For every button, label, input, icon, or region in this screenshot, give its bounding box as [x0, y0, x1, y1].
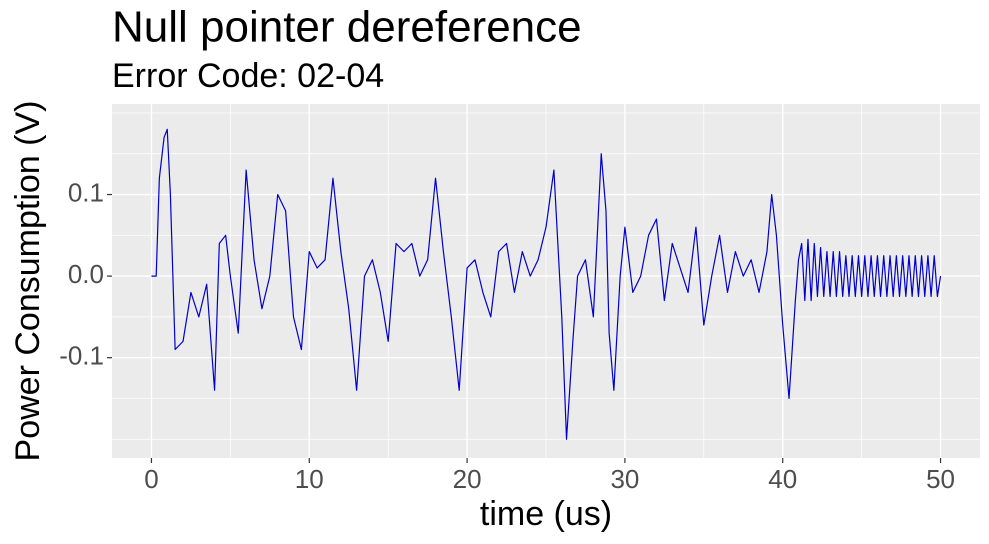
x-tick-label: 50	[926, 464, 955, 494]
chart-subtitle: Error Code: 02-04	[112, 57, 384, 95]
y-tick-label: 0.0	[68, 259, 104, 289]
x-tick-label: 40	[768, 464, 797, 494]
x-tick-label: 20	[453, 464, 482, 494]
y-tick-label: 0.1	[68, 177, 104, 207]
y-axis-label: Power Consumption (V)	[9, 101, 47, 462]
x-tick-label: 0	[144, 464, 158, 494]
x-tick-label: 30	[610, 464, 639, 494]
data-line	[151, 128, 942, 440]
x-tick-label: 10	[295, 464, 324, 494]
y-tick-label: -0.1	[59, 341, 104, 371]
chart-title: Null pointer dereference	[112, 3, 582, 52]
x-axis-label: time (us)	[480, 495, 612, 533]
